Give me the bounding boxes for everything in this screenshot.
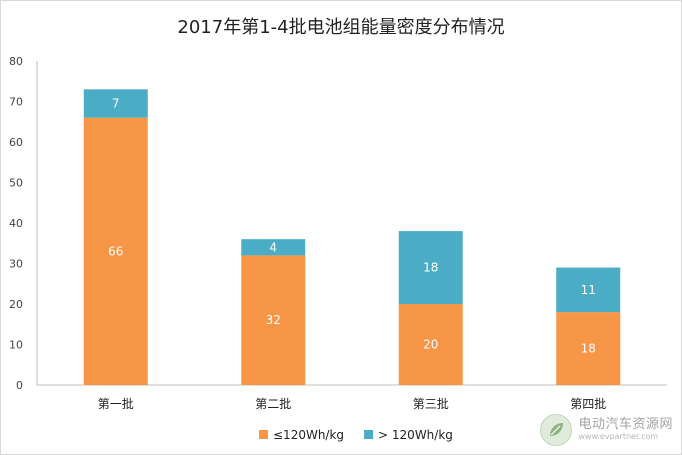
leaf-logo-icon — [540, 414, 573, 446]
data-label: 66 — [108, 244, 123, 258]
data-label: 18 — [581, 342, 596, 356]
y-tick-label: 40 — [9, 217, 23, 230]
bar-low — [398, 304, 463, 385]
x-tick-label: 第三批 — [413, 396, 449, 411]
watermark: 电动汽车资源网 www.evpartner.com — [540, 414, 673, 446]
bar-high — [83, 89, 148, 118]
y-tick-label: 70 — [9, 96, 23, 109]
x-tick-label: 第一批 — [98, 396, 134, 411]
data-label: 11 — [581, 283, 596, 297]
legend-swatch — [259, 430, 268, 439]
data-label: 32 — [266, 313, 281, 327]
watermark-text: 电动汽车资源网 www.evpartner.com — [578, 418, 673, 441]
bar-high — [398, 231, 463, 304]
bar-high — [241, 239, 306, 256]
y-tick-label: 20 — [9, 298, 23, 311]
bar-low — [556, 312, 621, 385]
data-label: 18 — [423, 261, 438, 275]
y-tick-label: 50 — [9, 177, 23, 190]
x-tick-label: 第二批 — [255, 396, 291, 411]
watermark-name: 电动汽车资源网 — [578, 417, 673, 433]
chart-title: 2017年第1-4批电池组能量密度分布情况 — [177, 17, 505, 38]
y-tick-label: 10 — [9, 339, 23, 352]
y-tick-label: 30 — [9, 258, 23, 271]
y-tick-label: 80 — [9, 55, 23, 68]
x-tick-label: 第四批 — [570, 396, 606, 411]
legend-label: > 120Wh/kg — [378, 428, 453, 442]
bar-low — [83, 117, 148, 385]
bar-high — [556, 267, 621, 313]
data-label: 7 — [112, 97, 120, 111]
bar-low — [241, 255, 306, 385]
watermark-url: www.evpartner.com — [578, 431, 659, 441]
data-label: 4 — [269, 240, 277, 254]
y-tick-label: 0 — [16, 379, 23, 392]
data-label: 20 — [423, 338, 438, 352]
legend-label: ≤120Wh/kg — [273, 428, 344, 442]
legend-swatch — [364, 430, 374, 439]
y-tick-label: 60 — [9, 136, 23, 149]
